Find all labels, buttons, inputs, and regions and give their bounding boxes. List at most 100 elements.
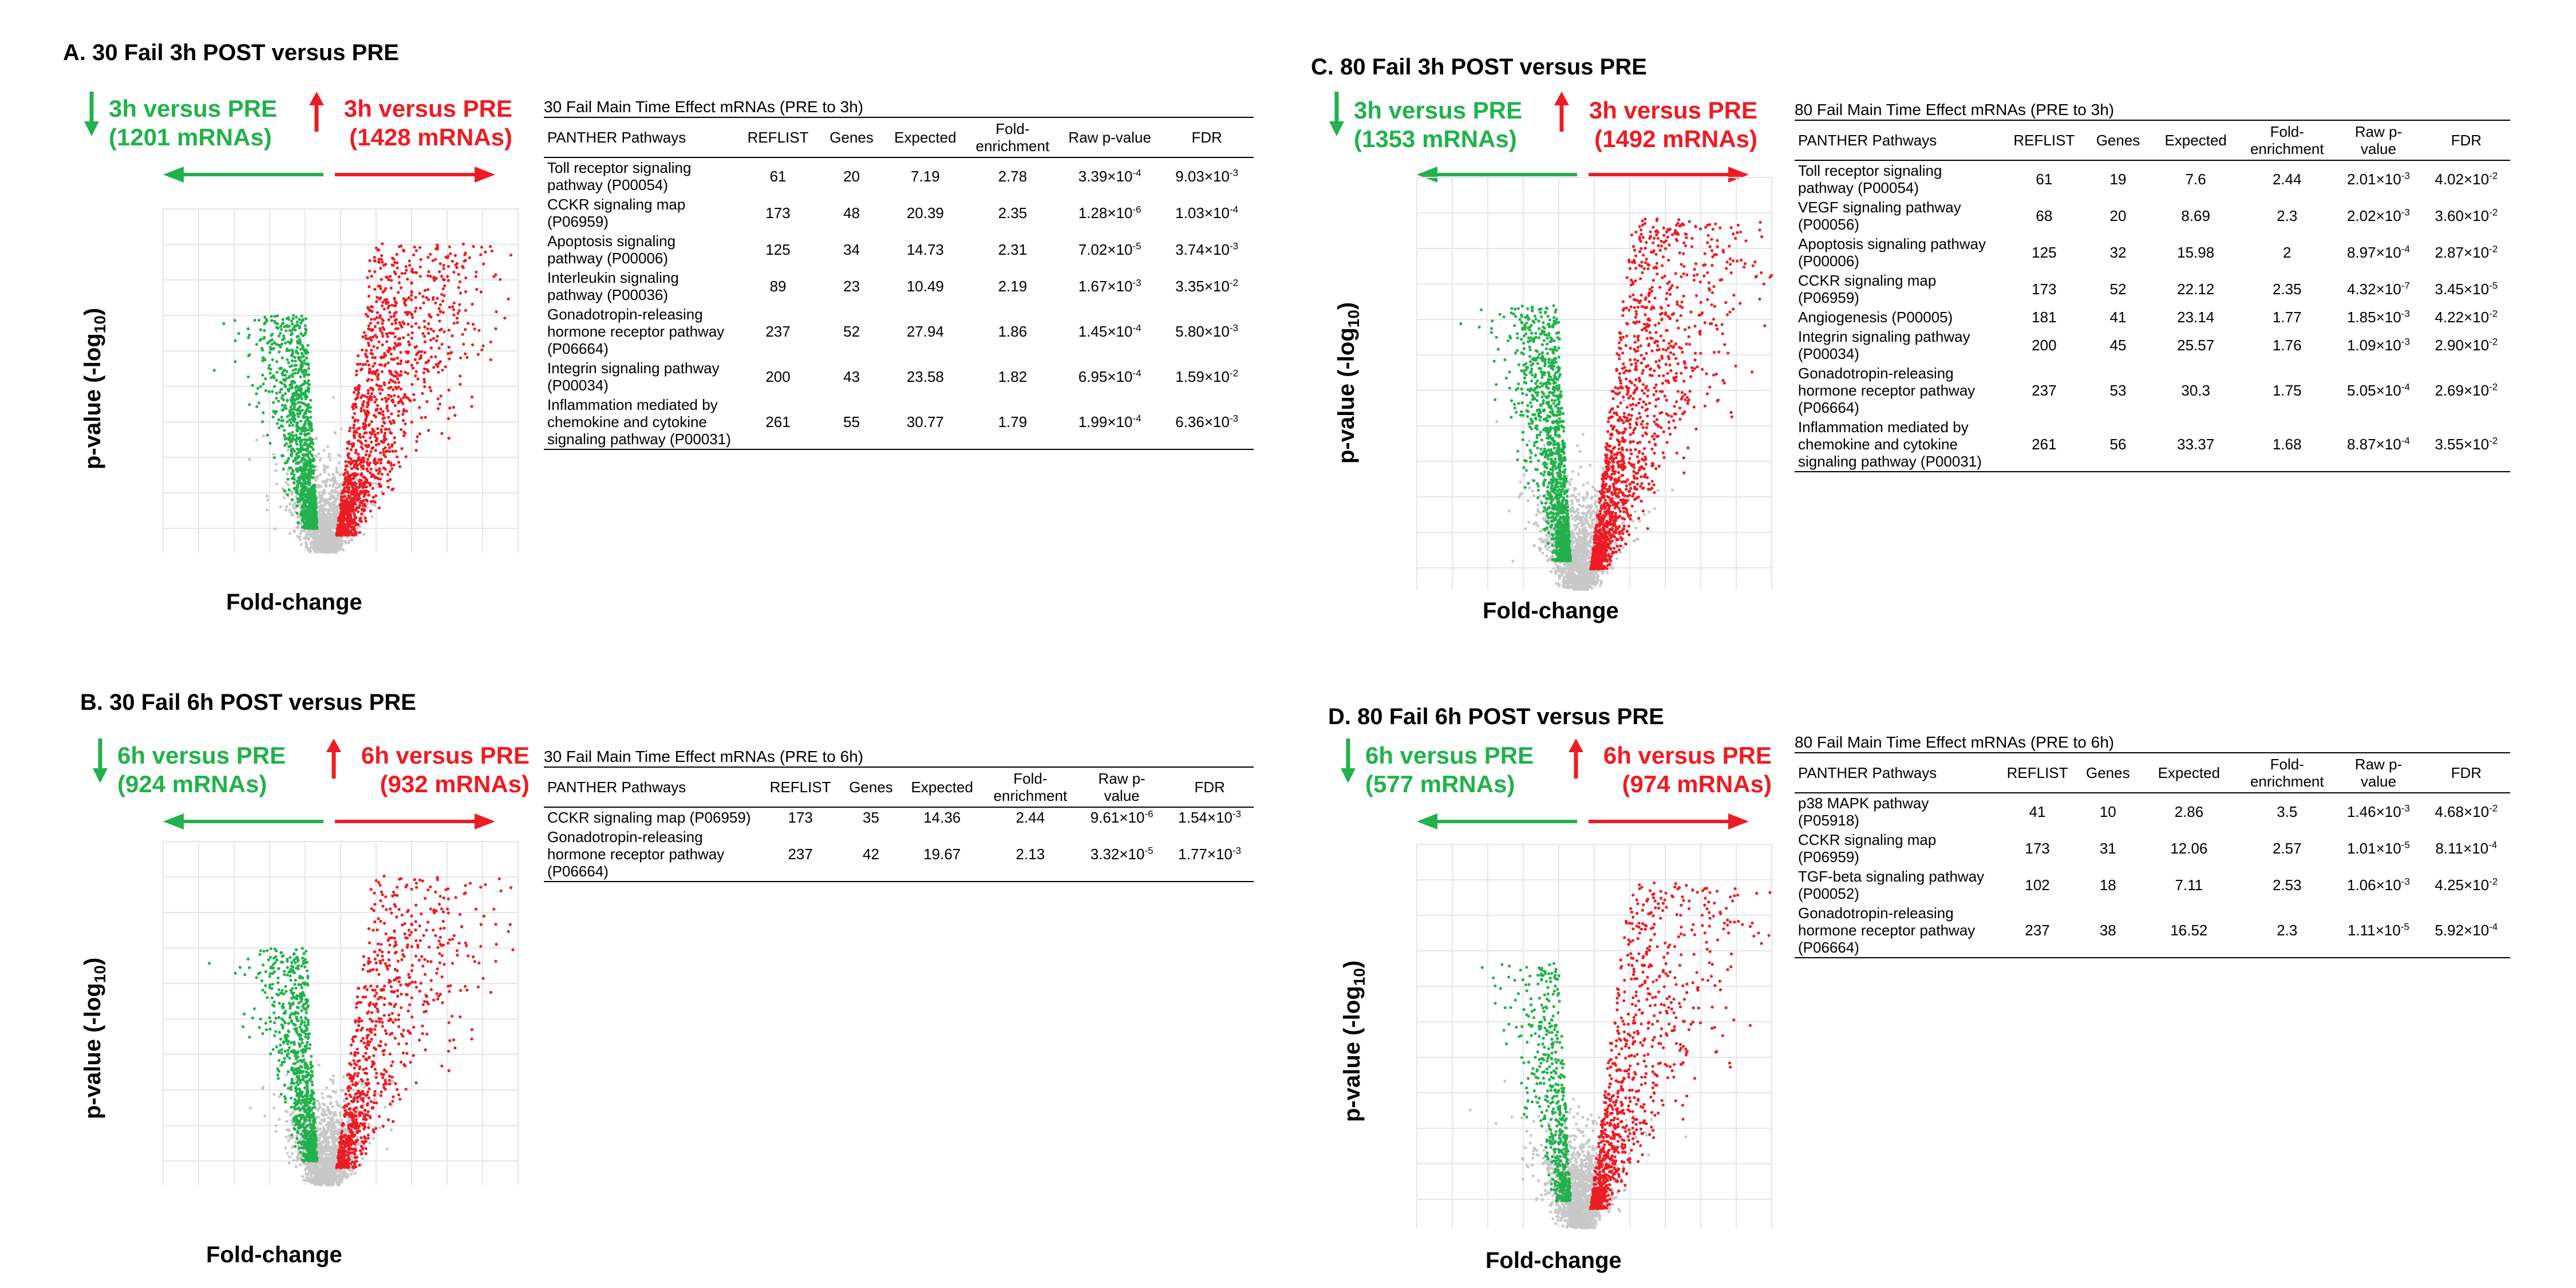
up-point bbox=[349, 499, 353, 502]
down-point bbox=[277, 334, 280, 338]
up-point bbox=[404, 370, 407, 374]
ns-point bbox=[333, 476, 336, 479]
down-point bbox=[305, 356, 309, 360]
up-point bbox=[355, 369, 358, 373]
up-point bbox=[339, 513, 342, 517]
down-point bbox=[290, 364, 294, 368]
up-point bbox=[376, 346, 380, 350]
up-point bbox=[381, 326, 385, 329]
right-arrow-icon bbox=[335, 813, 495, 829]
up-point bbox=[383, 351, 386, 355]
up-point bbox=[388, 369, 391, 373]
ns-point bbox=[289, 490, 293, 494]
up-point bbox=[377, 285, 380, 288]
up-point bbox=[459, 280, 462, 283]
up-point bbox=[449, 351, 452, 355]
upregulated-points bbox=[335, 242, 513, 537]
ns-point bbox=[370, 503, 374, 506]
up-point bbox=[351, 485, 354, 489]
down-point bbox=[304, 527, 308, 530]
up-point bbox=[397, 400, 401, 404]
down-point bbox=[311, 505, 314, 509]
up-point bbox=[434, 276, 438, 280]
up-point bbox=[363, 394, 366, 398]
up-point bbox=[394, 385, 397, 389]
down-point bbox=[248, 353, 251, 357]
up-point bbox=[444, 365, 447, 369]
up-point bbox=[437, 370, 440, 374]
up-point bbox=[368, 285, 371, 289]
up-point bbox=[418, 275, 422, 278]
up-point bbox=[365, 414, 369, 418]
up-point bbox=[453, 414, 457, 417]
down-point bbox=[301, 383, 304, 386]
up-point bbox=[353, 424, 356, 427]
up-point bbox=[372, 335, 375, 339]
right-arrow-icon bbox=[335, 167, 495, 183]
up-point bbox=[436, 365, 440, 368]
down-point bbox=[291, 424, 295, 427]
ns-point bbox=[319, 473, 322, 476]
up-point bbox=[372, 345, 376, 348]
expected-cell: 27.94 bbox=[906, 323, 944, 340]
up-point bbox=[346, 532, 350, 535]
down-point bbox=[275, 422, 279, 425]
up-point bbox=[341, 521, 345, 524]
down-point bbox=[255, 392, 258, 396]
up-point bbox=[358, 481, 362, 485]
up-point bbox=[432, 296, 435, 299]
down-point bbox=[275, 392, 278, 395]
ns-point bbox=[326, 543, 330, 547]
down-point bbox=[293, 473, 296, 476]
up-point bbox=[471, 343, 475, 346]
ns-point bbox=[316, 531, 319, 535]
up-point bbox=[346, 521, 350, 524]
up-point bbox=[394, 322, 397, 325]
ns-point bbox=[287, 1161, 291, 1165]
up-point bbox=[390, 303, 394, 307]
down-point bbox=[233, 319, 236, 322]
y-axis-label: p-value (-log10) bbox=[80, 957, 109, 1119]
down-point bbox=[296, 412, 299, 416]
up-point bbox=[359, 472, 363, 476]
down-point bbox=[302, 480, 306, 484]
ns-point bbox=[329, 1101, 333, 1105]
up-point bbox=[384, 446, 387, 449]
up-point bbox=[484, 250, 487, 254]
up-point bbox=[363, 476, 366, 479]
up-point bbox=[362, 422, 365, 425]
up-point bbox=[336, 523, 339, 527]
down-point bbox=[301, 518, 305, 521]
up-point bbox=[447, 264, 450, 268]
ns-point bbox=[291, 513, 294, 517]
up-point bbox=[438, 319, 441, 323]
up-point bbox=[382, 438, 386, 441]
ns-point bbox=[285, 1135, 288, 1139]
up-point bbox=[400, 400, 404, 404]
up-point bbox=[381, 301, 385, 304]
down-point bbox=[312, 469, 315, 472]
up-point bbox=[426, 274, 430, 278]
up-point bbox=[343, 512, 347, 516]
down-point bbox=[292, 392, 296, 395]
volcano-plot bbox=[163, 841, 519, 1187]
up-point bbox=[447, 345, 451, 349]
up-point bbox=[472, 322, 475, 326]
down-point bbox=[309, 416, 313, 419]
down-point bbox=[290, 329, 293, 333]
ns-point bbox=[335, 469, 338, 472]
ns-point bbox=[329, 479, 332, 482]
up-point bbox=[447, 388, 451, 392]
ns-point bbox=[334, 500, 338, 504]
up-point bbox=[390, 379, 394, 382]
up-point bbox=[449, 252, 452, 255]
ns-point bbox=[342, 1099, 346, 1103]
up-point bbox=[392, 314, 396, 318]
ns-point bbox=[372, 1137, 375, 1140]
up-point bbox=[440, 342, 444, 346]
up-point bbox=[373, 356, 377, 359]
down-point bbox=[299, 495, 302, 498]
down-point bbox=[310, 422, 313, 425]
up-point bbox=[383, 289, 386, 293]
ns-point bbox=[319, 532, 323, 536]
